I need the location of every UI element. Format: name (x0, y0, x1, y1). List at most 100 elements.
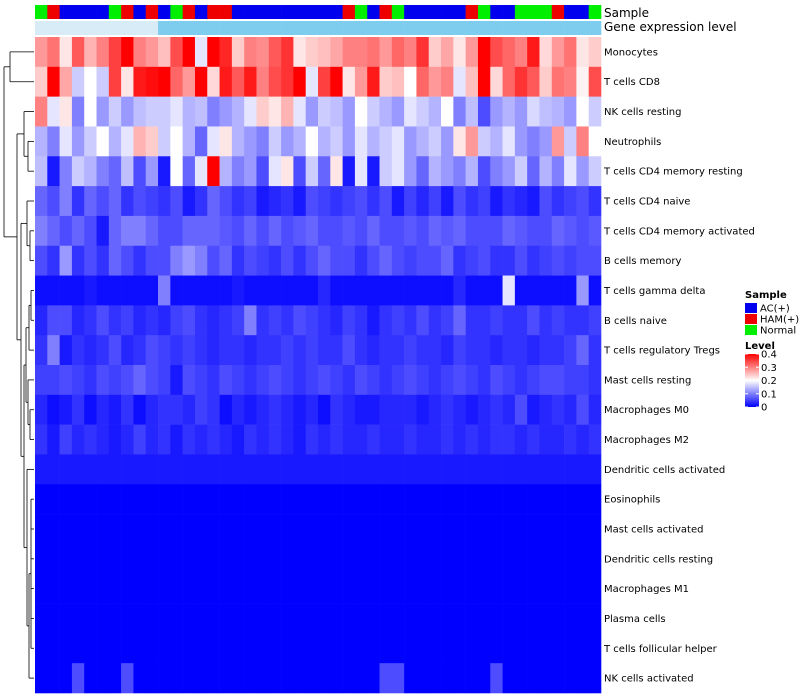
heatmap-cell (354, 96, 368, 127)
heatmap-cell (539, 514, 553, 545)
heatmap-cell (71, 365, 85, 396)
heatmap-cell (465, 37, 479, 68)
heatmap-cell (564, 543, 577, 575)
heatmap-cell (231, 156, 245, 187)
heatmap-cell (244, 424, 257, 455)
heatmap-cell (551, 663, 565, 694)
heatmap-cell (170, 186, 183, 217)
heatmap-cell (71, 603, 85, 634)
heatmap-cell (207, 215, 220, 247)
heatmap-cell (477, 37, 491, 68)
heatmap-cell (158, 543, 171, 575)
heatmap-cell (539, 543, 553, 575)
heatmap-cell (281, 305, 294, 336)
level-legend: Level 0.4 0.3 0.2 0.1 0 (745, 341, 777, 414)
heatmap-cell (158, 126, 171, 157)
heatmap-cell (539, 365, 553, 396)
heatmap-cell (305, 275, 319, 306)
heatmap-cell (502, 424, 516, 455)
heatmap-cell (342, 365, 356, 396)
heatmap-cell (564, 603, 577, 634)
sample-cell (170, 5, 183, 19)
heatmap-cell (477, 215, 491, 247)
heatmap-cell (244, 66, 257, 97)
heatmap-cell (71, 633, 85, 664)
heatmap-cell (170, 543, 183, 575)
heatmap-cell (527, 96, 540, 127)
sample-annotation-track (35, 5, 602, 19)
heatmap-cell (182, 186, 196, 217)
heatmap-cell (391, 186, 405, 217)
heatmap-cell (84, 37, 97, 68)
heatmap-cell (490, 215, 503, 247)
heatmap-cell (527, 305, 540, 336)
heatmap-cell (47, 96, 60, 127)
heatmap-cell (564, 335, 577, 366)
heatmap-cell (244, 603, 257, 634)
sample-legend-swatch (745, 303, 757, 313)
heatmap-cell (318, 37, 331, 68)
heatmap-cell (576, 454, 589, 485)
heatmap-cell (490, 126, 503, 157)
heatmap-cell (379, 365, 393, 396)
heatmap-cell (158, 484, 171, 515)
heatmap-cell (84, 335, 97, 366)
heatmap-cell (96, 484, 110, 515)
heatmap-cell (158, 335, 171, 366)
heatmap-cell (453, 543, 466, 575)
heatmap-cell (121, 603, 134, 634)
heatmap-cell (121, 66, 134, 97)
heatmap-cell (502, 186, 516, 217)
gene-expression-cell (404, 21, 417, 35)
heatmap-cell (170, 394, 183, 425)
heatmap-cell (145, 275, 159, 306)
heatmap-cell (35, 603, 48, 634)
heatmap-cell (268, 603, 282, 634)
heatmap-cell (428, 215, 442, 247)
heatmap-cell (207, 484, 220, 515)
heatmap-cell (527, 215, 540, 247)
heatmap-cell (428, 484, 442, 515)
heatmap-cell (133, 305, 147, 336)
heatmap-cell (564, 245, 577, 276)
heatmap-cell (354, 603, 368, 634)
heatmap-cell (367, 454, 380, 485)
heatmap-cell (268, 484, 282, 515)
heatmap-cell (207, 37, 220, 68)
heatmap-cell (551, 484, 565, 515)
heatmap-cell (514, 305, 528, 336)
heatmap-cell (121, 215, 134, 247)
heatmap-cell (35, 484, 48, 515)
heatmap-cell (416, 215, 430, 247)
heatmap-cell (588, 66, 602, 97)
heatmap-cell (256, 394, 270, 425)
heatmap-cell (133, 245, 147, 276)
heatmap-cell (170, 37, 183, 68)
heatmap-cell (588, 275, 602, 306)
heatmap-cell (391, 424, 405, 455)
heatmap-cell (170, 633, 183, 664)
row-label: T cells CD4 naive (603, 197, 690, 208)
heatmap-cell (514, 543, 528, 575)
heatmap-cell (576, 186, 589, 217)
heatmap-cell (441, 633, 454, 664)
heatmap-cell (231, 663, 245, 694)
heatmap-cell (182, 126, 196, 157)
heatmap-cell (293, 573, 306, 604)
heatmap-cell (121, 514, 134, 545)
heatmap-cell (170, 514, 183, 545)
heatmap-cell (330, 37, 343, 68)
sample-cell (318, 5, 331, 19)
heatmap-cell (256, 245, 270, 276)
heatmap-cell (354, 305, 368, 336)
heatmap-cell (576, 37, 589, 68)
heatmap-cell (367, 484, 380, 515)
heatmap-cell (527, 573, 540, 604)
heatmap-cell (71, 573, 85, 604)
heatmap-cell (428, 66, 442, 97)
row-dendrogram (3, 51, 34, 679)
heatmap-cell (490, 96, 503, 127)
heatmap-cell (256, 215, 270, 247)
heatmap-cell (502, 245, 516, 276)
heatmap-cell (256, 275, 270, 306)
